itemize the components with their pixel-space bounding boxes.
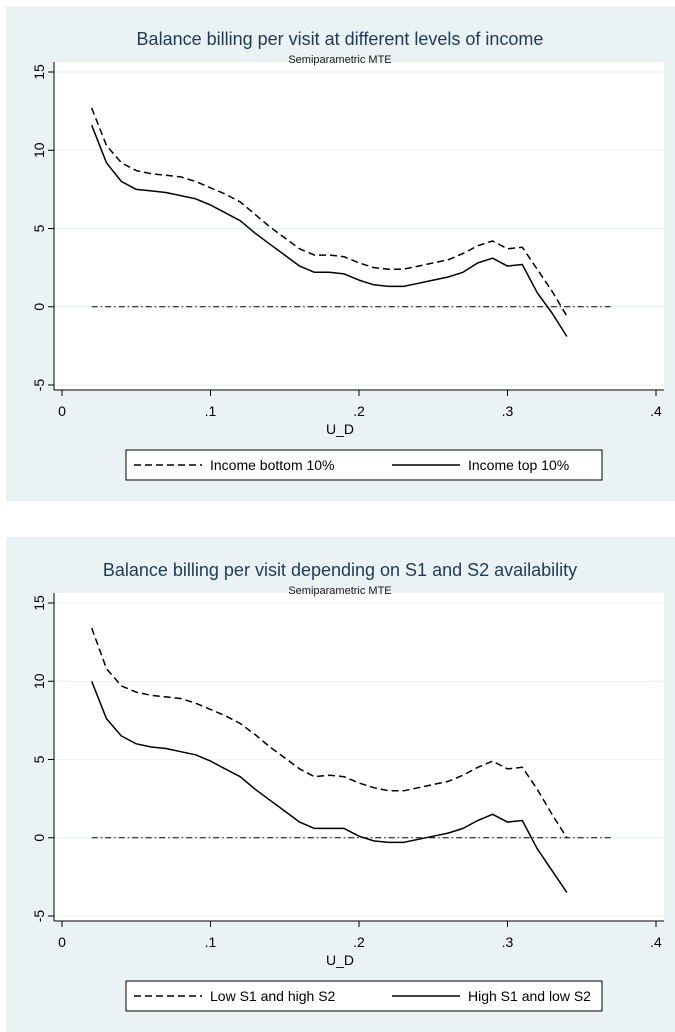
chart-title: Balance billing per visit at different l… [137, 29, 544, 49]
x-tick-label: .3 [502, 934, 514, 950]
series-line-1 [90, 627, 568, 839]
y-tick-label: 10 [31, 142, 47, 158]
chart-svg-availability: Balance billing per visit depending on S… [31, 560, 664, 1012]
x-axis-label: U_D [326, 421, 354, 437]
legend-box [125, 980, 603, 1012]
x-tick-label: 0 [58, 403, 66, 419]
x-tick-label: .3 [502, 403, 514, 419]
legend-label-2: High S1 and low S2 [468, 988, 591, 1004]
y-tick-label: -5 [31, 910, 47, 923]
y-tick-label: 5 [31, 755, 47, 763]
chart-title: Balance billing per visit depending on S… [103, 560, 577, 580]
y-tick-label: 10 [31, 673, 47, 689]
chart-subtitle: Semiparametric MTE [288, 54, 391, 66]
y-tick-label: 15 [31, 595, 47, 611]
x-tick-label: .2 [353, 403, 365, 419]
y-tick-label: 5 [31, 224, 47, 232]
x-tick-label: .1 [205, 934, 217, 950]
legend-box [125, 449, 603, 481]
legend-label-1: Low S1 and high S2 [210, 988, 336, 1004]
chart-svg-income: Balance billing per visit at different l… [31, 29, 664, 481]
x-tick-label: .1 [205, 403, 217, 419]
x-tick-label: 0 [58, 934, 66, 950]
y-tick-label: 0 [31, 834, 47, 842]
plot-area [54, 593, 664, 921]
chart-panel-availability: Balance billing per visit depending on S… [6, 537, 675, 1032]
legend-label-2: Income top 10% [468, 457, 569, 473]
y-tick-label: 0 [31, 303, 47, 311]
legend-label-1: Income bottom 10% [210, 457, 335, 473]
series-line-1 [91, 107, 568, 317]
x-axis-label: U_D [326, 952, 354, 968]
series-line-2 [91, 681, 568, 893]
y-tick-label: 15 [31, 64, 47, 80]
chart-subtitle: Semiparametric MTE [288, 585, 391, 597]
x-tick-label: .4 [650, 403, 662, 419]
x-tick-label: .2 [353, 934, 365, 950]
x-tick-label: .4 [650, 934, 662, 950]
y-tick-label: -5 [31, 379, 47, 392]
series-line-2 [91, 124, 568, 337]
plot-area [54, 62, 664, 390]
chart-panel-income: Balance billing per visit at different l… [6, 6, 675, 501]
